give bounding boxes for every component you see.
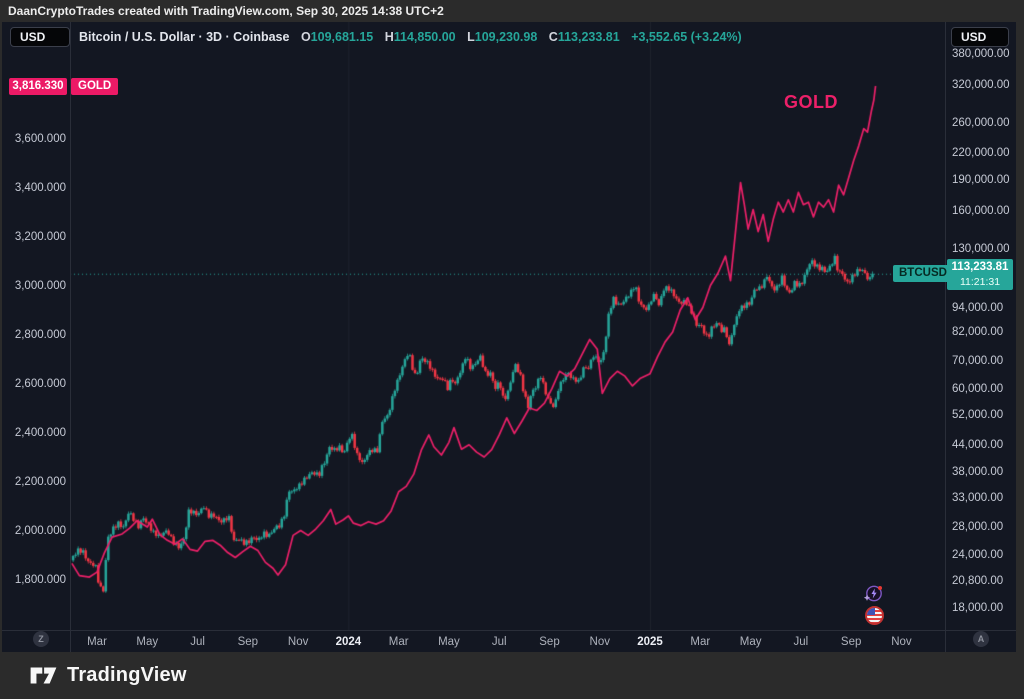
time-axis-tick: May [438, 636, 460, 648]
time-axis-tick: Jul [491, 636, 507, 648]
left-axis-tick: 2,600.000 [14, 378, 66, 390]
right-currency-label: USD [961, 30, 987, 44]
left-axis-tick: 1,800.000 [14, 574, 66, 586]
bar-countdown: 11:21:31 [959, 275, 1001, 288]
symbol-info-row[interactable]: Bitcoin / U.S. Dollar · 3D · Coinbase O1… [79, 28, 742, 46]
time-axis-tick: Mar [690, 636, 711, 648]
right-axis-tick: 380,000.00 [952, 48, 1010, 60]
right-axis-tick: 52,000.00 [952, 408, 1004, 421]
btc-price-value: 113,233.81 [951, 260, 1009, 273]
symbol-title: Bitcoin / U.S. Dollar · 3D · Coinbase [79, 30, 290, 44]
low-label: L [467, 30, 475, 44]
right-axis-tick: 44,000.00 [952, 439, 1004, 452]
time-axis-separator [2, 630, 1016, 631]
left-axis-tick: 2,400.000 [14, 427, 66, 439]
right-currency-button[interactable]: USD [951, 27, 1009, 47]
time-axis-tick: Sep [237, 636, 259, 648]
tradingview-logo-icon [30, 667, 57, 684]
time-axis-tick: Mar [388, 636, 409, 648]
right-axis-tick: 28,000.00 [952, 521, 1004, 534]
right-axis-tick: 38,000.00 [952, 465, 1004, 478]
time-axis-tick: 2025 [637, 636, 663, 648]
us-flag-event-icon[interactable] [865, 606, 884, 625]
right-axis-tick: 320,000.00 [952, 79, 1010, 92]
open-label: O [300, 30, 311, 44]
close-value: 113,233.81 [557, 30, 620, 44]
right-axis-tick: 260,000.00 [952, 116, 1010, 129]
right-axis-tick: 33,000.00 [952, 491, 1004, 504]
low-value: 109,230.98 [474, 30, 538, 44]
left-axis-tick: 3,400.000 [14, 182, 66, 194]
high-value: 114,850.00 [393, 30, 456, 44]
time-axis-tick: Nov [891, 636, 912, 648]
right-axis-tick: 190,000.00 [952, 173, 1010, 186]
left-axis-tick: 3,200.000 [14, 231, 66, 243]
right-axis-separator [945, 22, 946, 652]
left-currency-button[interactable]: USD [10, 27, 70, 47]
footer-bar: TradingView [0, 652, 1024, 699]
tradingview-wordmark: TradingView [67, 664, 187, 686]
left-currency-label: USD [20, 30, 46, 44]
right-axis-tick: 60,000.00 [952, 383, 1004, 396]
left-axis-tick: 2,800.000 [14, 329, 66, 341]
left-axis-tick: 3,600.000 [14, 133, 66, 145]
right-axis-tick: 82,000.00 [952, 326, 1004, 339]
time-axis-tick: Sep [539, 636, 560, 648]
open-value: 109,681.15 [310, 30, 374, 44]
left-axis-separator [70, 22, 71, 652]
gold-annotation-text: GOLD [784, 92, 838, 112]
lightning-event-icon[interactable] [863, 584, 883, 603]
time-axis-tick: Sep [840, 636, 862, 648]
left-axis-tick: 3,000.000 [14, 280, 66, 292]
btc-current-price-label: 113,233.81 11:21:31 [947, 258, 1013, 290]
high-label: H [384, 30, 394, 44]
right-axis-tick: 94,000.00 [952, 301, 1004, 314]
right-axis-tick: 130,000.00 [952, 242, 1010, 255]
time-axis-tick: 2024 [335, 636, 362, 648]
attribution-bar: DaanCryptoTrades created with TradingVie… [0, 0, 1024, 22]
price-plot-canvas[interactable] [70, 22, 945, 630]
right-axis-tick: 20,800.00 [952, 575, 1004, 588]
time-axis-tick: May [136, 636, 159, 648]
close-label: C [548, 30, 558, 44]
time-axis-tick: Nov [287, 636, 309, 648]
time-axis-tick: Nov [589, 636, 610, 648]
time-axis-tick: Jul [190, 636, 205, 648]
time-axis-tick: Jul [793, 636, 809, 648]
right-axis-tick: 70,000.00 [952, 355, 1004, 368]
auto-scale-button[interactable]: A [973, 631, 989, 647]
time-axis-tick: Mar [87, 636, 107, 648]
change-value: +3,552.65 (+3.24%) [631, 30, 742, 44]
right-axis-tick: 160,000.00 [952, 204, 1010, 217]
btcusd-series-tag: BTCUSD [893, 265, 953, 283]
right-axis-tick: 18,000.00 [952, 601, 1004, 614]
time-axis-tick: May [739, 636, 762, 648]
left-axis-tick: 2,000.000 [14, 525, 66, 537]
right-axis-tick: 24,000.00 [952, 549, 1004, 562]
right-axis-tick: 220,000.00 [952, 147, 1010, 160]
timezone-button[interactable]: Z [33, 631, 49, 647]
left-axis-tick: 2,200.000 [14, 476, 66, 488]
attribution-text: DaanCryptoTrades created with TradingVie… [8, 4, 444, 18]
gold-current-price-label: 3,816.330 [9, 77, 67, 95]
flag-canton [867, 608, 875, 615]
gold-series-tag: GOLD [71, 77, 119, 95]
